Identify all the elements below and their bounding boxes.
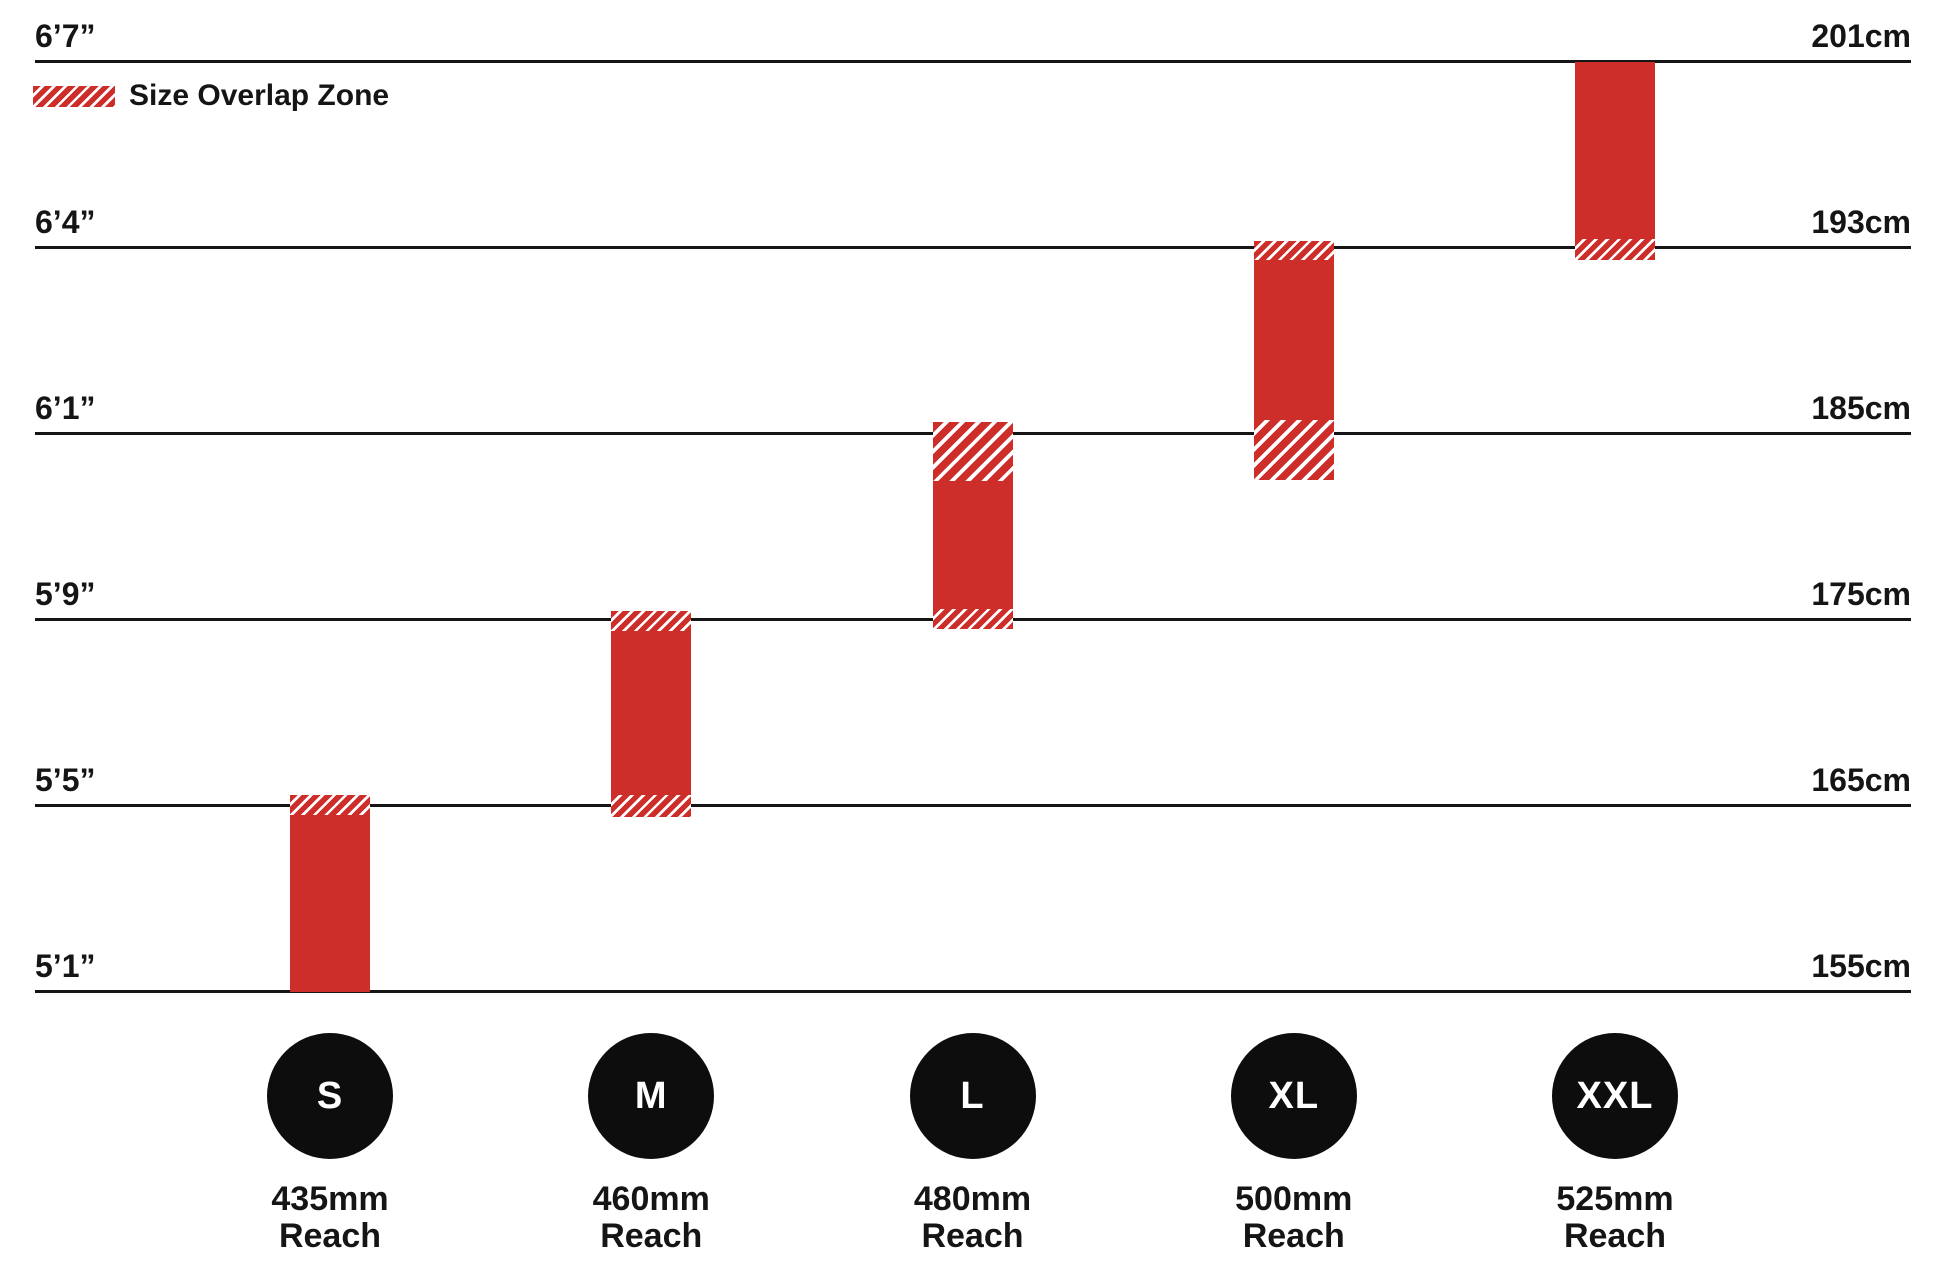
size-bar [1253,241,1334,481]
reach-value: 525mm [1556,1180,1674,1218]
axis-line [35,804,1911,807]
size-bar [1575,62,1655,260]
reach-word: Reach [1563,1217,1667,1255]
axis-label-metric: 165cm [1811,762,1911,798]
overlap-hatch-top [290,794,370,816]
size-circle-label: XXL [1576,1074,1654,1117]
overlap-hatch-bottom [932,608,1013,630]
reach-label: 500mm Reach [1184,1181,1404,1255]
axis-label-imperial: 5’9” [35,576,96,612]
size-overlap-hatch-swatch [33,85,115,107]
size-circle: XL [1230,1033,1357,1159]
overlap-hatch-bottom [611,794,692,818]
reach-value: 480mm [913,1180,1032,1218]
overlap-hatch-top [932,422,1013,481]
overlap-hatch-top [1253,241,1334,260]
legend: Size Overlap Zone [33,79,390,112]
size-circle: M [588,1033,715,1159]
size-circle-label: L [960,1074,985,1117]
reach-label: 525mm Reach [1505,1181,1725,1255]
overlap-hatch-bottom [1253,420,1334,481]
reach-value: 500mm [1235,1180,1353,1218]
reach-word: Reach [1242,1217,1345,1255]
axis-label-metric: 175cm [1811,576,1911,612]
reach-word: Reach [278,1217,382,1255]
size-circle-label: M [634,1074,668,1117]
reach-label: 435mm Reach [220,1181,440,1255]
reach-label: 460mm Reach [541,1181,761,1255]
axis-line [35,990,1911,993]
size-circle: S [267,1033,393,1159]
reach-word: Reach [600,1217,703,1255]
reach-value: 435mm [271,1180,389,1218]
axis-label-imperial: 5’1” [35,948,96,984]
axis-label-imperial: 6’4” [35,204,96,240]
axis-label-imperial: 5’5” [35,762,96,798]
size-circle: XXL [1552,1033,1678,1159]
size-bar [932,422,1013,630]
axis-label-metric: 185cm [1811,390,1911,426]
size-circle: L [909,1033,1036,1159]
axis-label-imperial: 6’7” [35,18,96,54]
axis-label-metric: 201cm [1811,18,1911,54]
axis-label-imperial: 6’1” [35,390,96,426]
axis-line [35,246,1911,249]
size-bar [290,794,370,992]
size-circle-label: S [316,1074,344,1117]
reach-label: 480mm Reach [863,1181,1083,1255]
size-circle-label: XL [1268,1074,1320,1117]
axis-line [35,60,1911,63]
axis-label-metric: 193cm [1811,204,1911,240]
reach-word: Reach [921,1217,1024,1255]
axis-label-metric: 155cm [1811,948,1911,984]
overlap-hatch-top [611,610,692,632]
reach-value: 460mm [592,1180,710,1218]
legend-label: Size Overlap Zone [129,79,390,112]
overlap-hatch-bottom [1575,238,1655,260]
size-bar [611,610,692,818]
